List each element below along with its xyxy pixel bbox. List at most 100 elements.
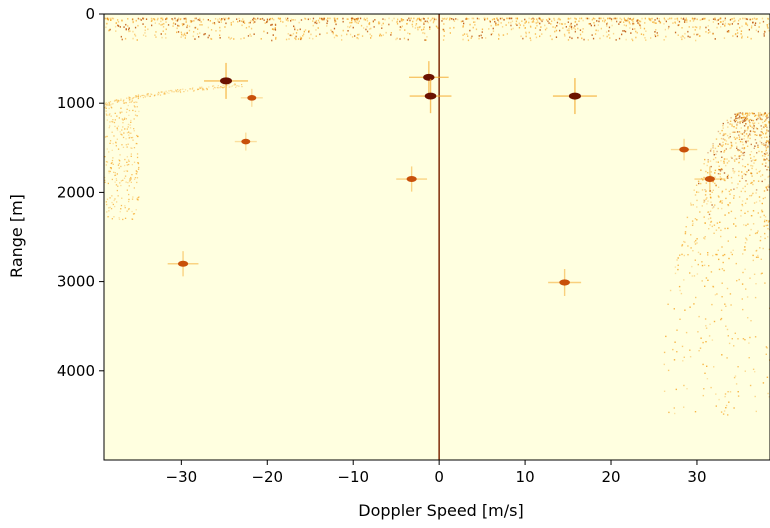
clutter-point <box>462 20 463 22</box>
clutter-point <box>618 23 619 25</box>
clutter-point <box>145 26 146 28</box>
clutter-point <box>676 389 677 390</box>
clutter-point <box>220 37 221 39</box>
clutter-point <box>710 194 711 195</box>
clutter-point <box>485 37 486 39</box>
clutter-point <box>135 111 136 112</box>
clutter-point <box>136 135 137 136</box>
clutter-point <box>208 19 209 21</box>
clutter-point <box>157 18 158 20</box>
clutter-point <box>507 18 508 20</box>
clutter-point <box>453 19 454 21</box>
clutter-point <box>767 24 768 26</box>
clutter-point <box>567 18 568 20</box>
clutter-point <box>122 180 123 181</box>
clutter-point <box>765 126 766 127</box>
clutter-point <box>744 125 745 126</box>
clutter-point <box>652 21 653 23</box>
clutter-point <box>598 30 599 32</box>
clutter-point <box>326 23 327 25</box>
clutter-point <box>193 20 194 22</box>
clutter-point <box>752 255 753 256</box>
clutter-point <box>635 31 636 33</box>
clutter-point <box>721 354 722 355</box>
clutter-point <box>686 18 687 20</box>
clutter-point <box>546 28 547 30</box>
clutter-point <box>574 25 575 27</box>
clutter-point <box>692 220 693 221</box>
clutter-point <box>319 18 320 20</box>
clutter-point <box>704 286 705 287</box>
clutter-point <box>757 145 758 146</box>
clutter-point <box>237 21 238 23</box>
clutter-point <box>166 29 167 31</box>
clutter-point <box>754 24 755 26</box>
clutter-point <box>286 25 287 27</box>
clutter-point <box>713 366 714 367</box>
clutter-point <box>415 27 416 29</box>
clutter-point <box>765 151 766 152</box>
clutter-point <box>203 89 204 90</box>
clutter-point <box>697 331 698 332</box>
clutter-point <box>374 26 375 28</box>
clutter-point <box>155 36 156 38</box>
clutter-point <box>675 22 676 24</box>
clutter-point <box>766 137 767 138</box>
clutter-point <box>114 200 115 201</box>
clutter-point <box>704 373 705 374</box>
clutter-point <box>694 18 695 20</box>
clutter-point <box>629 27 630 29</box>
clutter-point <box>482 29 483 31</box>
clutter-point <box>357 37 358 39</box>
clutter-point <box>765 144 766 145</box>
x-tick-label: 20 <box>601 468 620 486</box>
clutter-point <box>759 196 760 197</box>
clutter-point <box>724 180 725 181</box>
clutter-point <box>725 143 726 144</box>
clutter-point <box>711 304 712 305</box>
clutter-point <box>751 195 752 196</box>
clutter-point <box>725 393 726 394</box>
clutter-point <box>687 217 688 218</box>
clutter-point <box>151 94 152 95</box>
clutter-point <box>154 34 155 36</box>
clutter-point <box>137 143 138 144</box>
clutter-point <box>517 18 518 20</box>
clutter-point <box>334 18 335 20</box>
clutter-point <box>528 22 529 24</box>
clutter-point <box>608 34 609 36</box>
clutter-point <box>679 21 680 23</box>
clutter-point <box>745 203 746 204</box>
clutter-point <box>751 160 752 161</box>
clutter-point <box>116 184 117 185</box>
clutter-point <box>671 18 672 20</box>
clutter-point <box>702 205 703 206</box>
clutter-point <box>106 204 107 205</box>
clutter-point <box>121 205 122 206</box>
clutter-point <box>648 18 649 20</box>
clutter-point <box>151 25 152 27</box>
clutter-point <box>753 128 754 129</box>
clutter-point <box>117 129 118 130</box>
clutter-point <box>739 131 740 132</box>
clutter-point <box>722 125 723 126</box>
clutter-point <box>120 208 121 209</box>
clutter-point <box>754 146 755 147</box>
clutter-point <box>272 18 273 20</box>
clutter-point <box>733 407 734 408</box>
clutter-point <box>725 165 726 166</box>
clutter-point <box>674 18 675 20</box>
clutter-point <box>466 33 467 35</box>
clutter-point <box>521 20 522 22</box>
clutter-point <box>650 37 651 39</box>
clutter-point <box>580 34 581 36</box>
clutter-point <box>715 393 716 394</box>
clutter-point <box>494 21 495 23</box>
clutter-point <box>208 37 209 39</box>
clutter-point <box>744 249 745 250</box>
clutter-point <box>305 18 306 20</box>
clutter-point <box>691 266 692 267</box>
clutter-point <box>105 18 106 20</box>
clutter-point <box>138 167 139 168</box>
y-tick-label: 1000 <box>57 94 95 112</box>
